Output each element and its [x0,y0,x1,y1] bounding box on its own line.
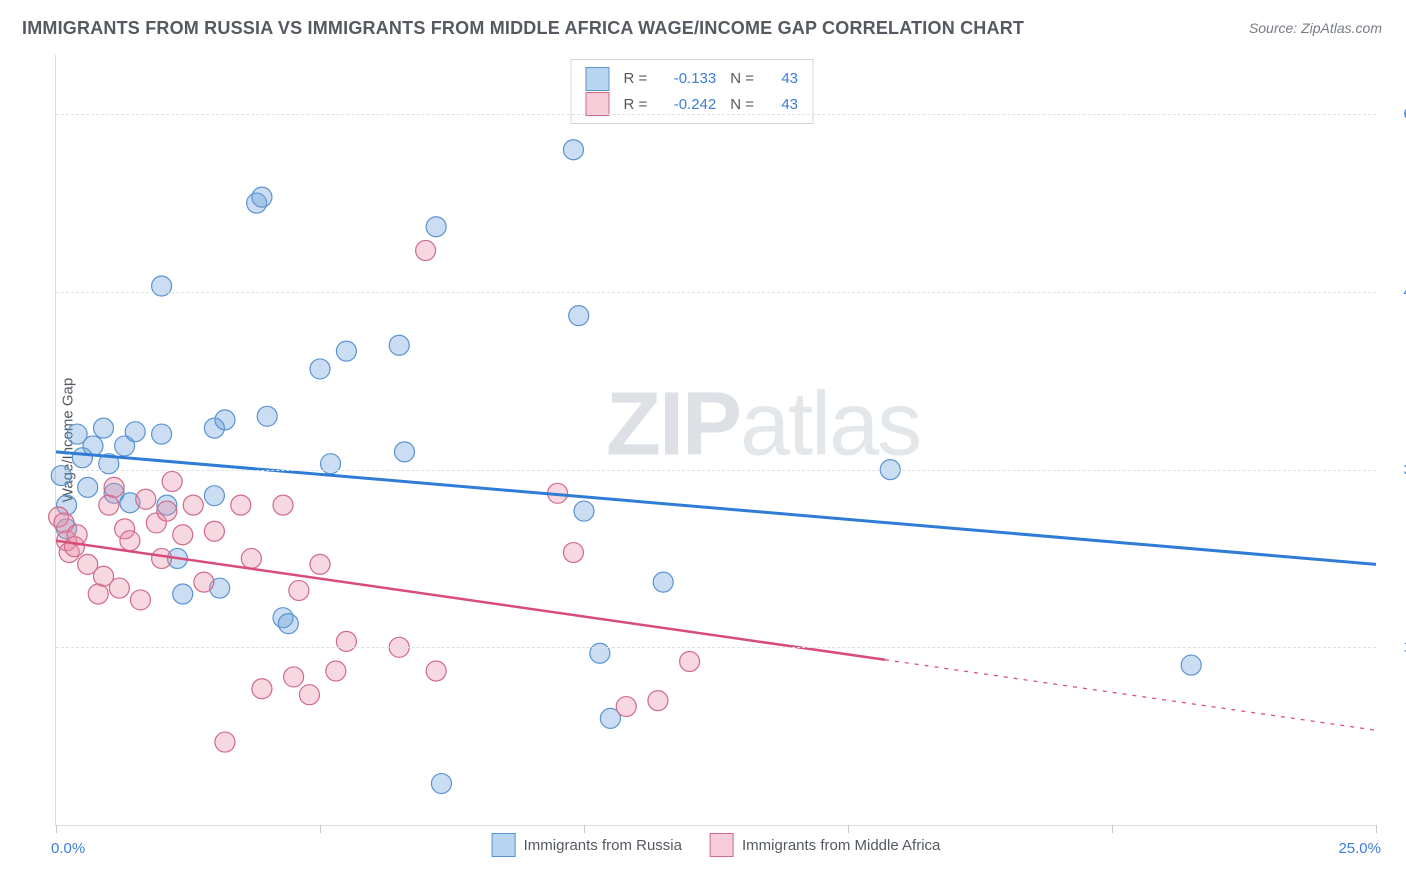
data-point [231,495,251,515]
data-point [130,590,150,610]
data-point [252,187,272,207]
legend-swatch [585,67,609,91]
data-point [563,543,583,563]
data-point [183,495,203,515]
data-point [162,471,182,491]
source-attribution: Source: ZipAtlas.com [1249,20,1382,36]
data-point [51,466,71,486]
chart-svg [56,55,1376,825]
data-point [120,531,140,551]
data-point [680,652,700,672]
data-point [109,578,129,598]
data-point [416,240,436,260]
data-point [394,442,414,462]
y-tick-label: 30.0% [1386,461,1406,478]
data-point [78,477,98,497]
legend-r-label: R = [623,66,647,92]
legend-swatch [585,92,609,116]
data-point [278,614,298,634]
legend-swatch [492,833,516,857]
x-tick [320,825,321,833]
gridline [56,292,1376,293]
data-point [215,410,235,430]
x-tick [1376,825,1377,833]
data-point [574,501,594,521]
data-point [336,341,356,361]
data-point [252,679,272,699]
data-point [426,661,446,681]
data-point [215,732,235,752]
data-point [289,580,309,600]
data-point [241,548,261,568]
x-tick-max: 25.0% [1338,840,1381,857]
x-tick-min: 0.0% [51,840,85,857]
data-point [563,140,583,160]
legend-n-label: N = [730,66,754,92]
legend-item: Immigrants from Middle Africa [710,833,940,857]
data-point [273,495,293,515]
data-point [204,521,224,541]
data-point [648,691,668,711]
data-point [152,548,172,568]
data-point [653,572,673,592]
gridline [56,114,1376,115]
gridline [56,470,1376,471]
legend-r-value: -0.133 [661,66,716,92]
data-point [299,685,319,705]
data-point [616,697,636,717]
data-point [157,501,177,521]
data-point [310,554,330,574]
data-point [88,584,108,604]
data-point [125,422,145,442]
legend-row: R = -0.242 N = 43 [585,92,798,118]
data-point [284,667,304,687]
data-point [389,335,409,355]
data-point [326,661,346,681]
gridline [56,647,1376,648]
x-tick [584,825,585,833]
legend-row: R = -0.133 N = 43 [585,66,798,92]
data-point [569,306,589,326]
data-point [321,454,341,474]
data-point [104,477,124,497]
data-point [173,525,193,545]
legend-n-value: 43 [768,92,798,118]
legend-swatch [710,833,734,857]
x-tick [56,825,57,833]
legend-item: Immigrants from Russia [492,833,682,857]
data-point [204,486,224,506]
data-point [136,489,156,509]
chart-title: IMMIGRANTS FROM RUSSIA VS IMMIGRANTS FRO… [22,18,1024,39]
data-point [1181,655,1201,675]
data-point [99,495,119,515]
y-tick-label: 15.0% [1386,639,1406,656]
plot-area: Wage/Income Gap ZIPatlas R =-0.133N =43R… [55,55,1376,826]
x-tick [848,825,849,833]
data-point [336,631,356,651]
x-tick [1112,825,1113,833]
legend-n-value: 43 [768,66,798,92]
data-point [152,424,172,444]
data-point [431,774,451,794]
y-tick-label: 45.0% [1386,283,1406,300]
legend-r-label: R = [623,92,647,118]
legend-label: Immigrants from Russia [524,837,682,854]
y-tick-label: 60.0% [1386,106,1406,123]
data-point [590,643,610,663]
data-point [94,418,114,438]
data-point [173,584,193,604]
series-legend: Immigrants from Russia Immigrants from Mi… [492,833,941,857]
legend-label: Immigrants from Middle Africa [742,837,940,854]
legend-r-value: -0.242 [661,92,716,118]
data-point [310,359,330,379]
data-point [194,572,214,592]
data-point [426,217,446,237]
trend-line-extrapolated [885,660,1376,731]
data-point [152,276,172,296]
legend-n-label: N = [730,92,754,118]
data-point [257,406,277,426]
